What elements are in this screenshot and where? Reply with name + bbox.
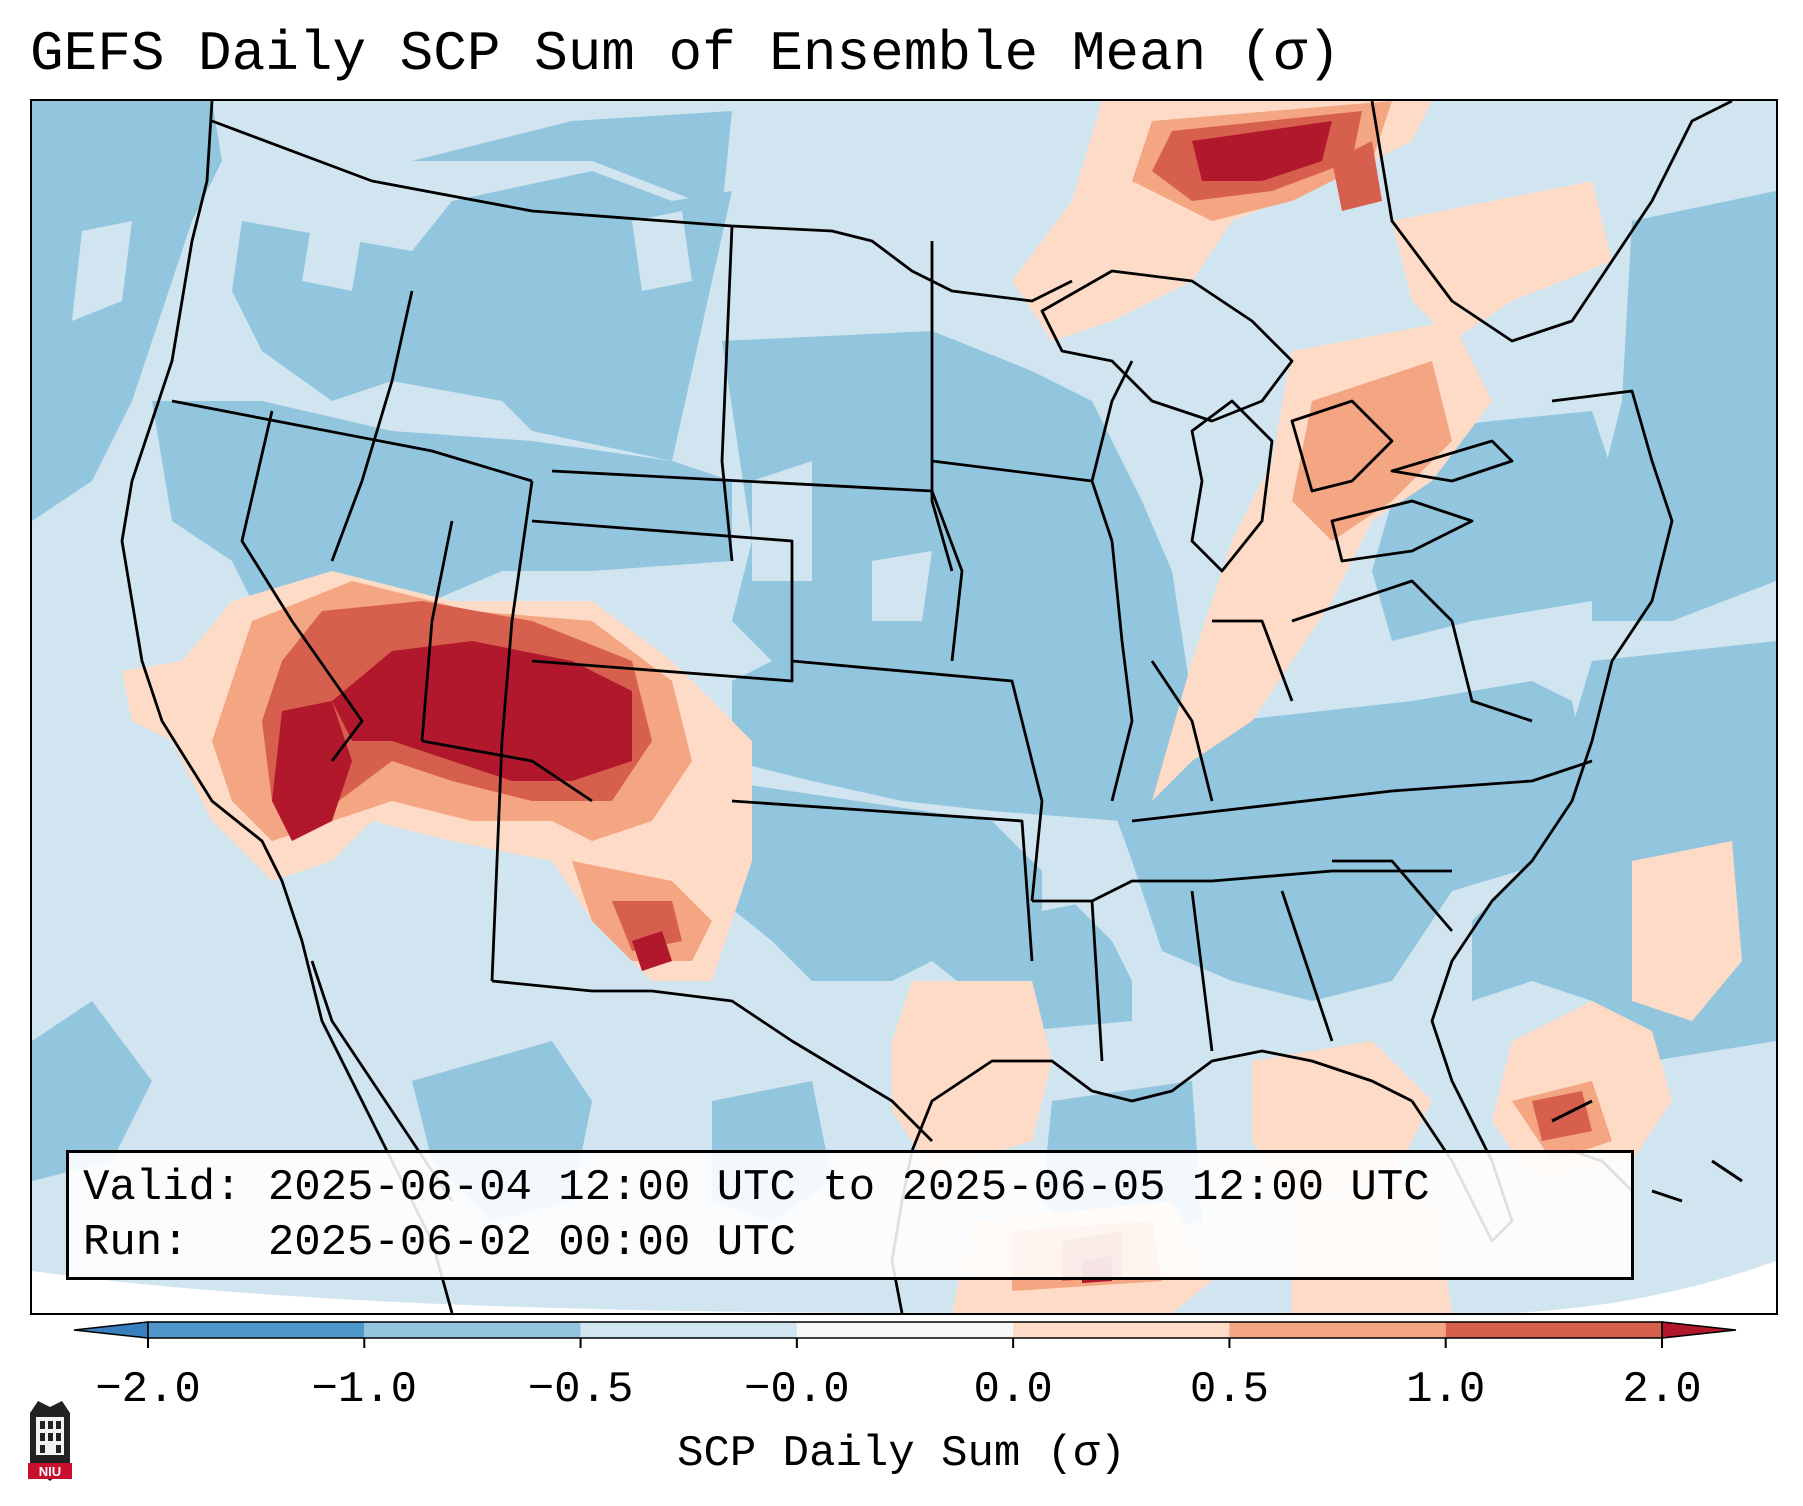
valid-value: 2025-06-04 12:00 UTC to 2025-06-05 12:00… (267, 1163, 1430, 1213)
valid-run-info-box: Valid: 2025-06-04 12:00 UTC to 2025-06-0… (66, 1150, 1634, 1280)
colorbar-extend-low (73, 1321, 149, 1339)
run-value: 2025-06-02 00:00 UTC (267, 1218, 796, 1268)
colorbar-outline (147, 1321, 1663, 1339)
colorbar-bin (364, 1322, 581, 1338)
colorbar-bin (796, 1322, 1014, 1338)
projection-edge (1512, 1261, 1776, 1313)
valid-label: Valid: (83, 1163, 242, 1213)
chart-title: GEFS Daily SCP Sum of Ensemble Mean (σ) (30, 22, 1341, 86)
run-label: Run: (83, 1218, 189, 1268)
colorbar-tick-label: 2.0 (1622, 1365, 1702, 1415)
colorbar-tick-label: 0.5 (1189, 1365, 1270, 1415)
logo-text: NIU (39, 1464, 61, 1479)
colorbar-tick-label: −1.0 (311, 1365, 418, 1415)
colorbar-tick-label: 0.0 (973, 1365, 1053, 1415)
colorbar-bin (580, 1322, 797, 1338)
colorbar-bin (1229, 1322, 1446, 1338)
niu-logo-icon: NIU (28, 1401, 72, 1481)
projection-edge (32, 1271, 932, 1313)
very-strong-positive-areas (272, 121, 1332, 1283)
map-borders (120, 101, 1733, 1313)
colorbar-tick-label: 1.0 (1406, 1365, 1486, 1415)
map-panel (30, 99, 1778, 1315)
colorbar-tick-label: −0.5 (527, 1365, 634, 1415)
colorbar-bin (148, 1322, 365, 1338)
colorbar-tick-label: −2.0 (95, 1365, 201, 1415)
colorbar-bin (1445, 1322, 1662, 1338)
colorbar-tick-label: −0.0 (744, 1365, 850, 1415)
colorbar-bin (1013, 1322, 1230, 1338)
colorbar-label: SCP Daily Sum (σ) (677, 1429, 1126, 1479)
colorbar-extend-high (1661, 1321, 1737, 1339)
map-svg (32, 101, 1776, 1313)
